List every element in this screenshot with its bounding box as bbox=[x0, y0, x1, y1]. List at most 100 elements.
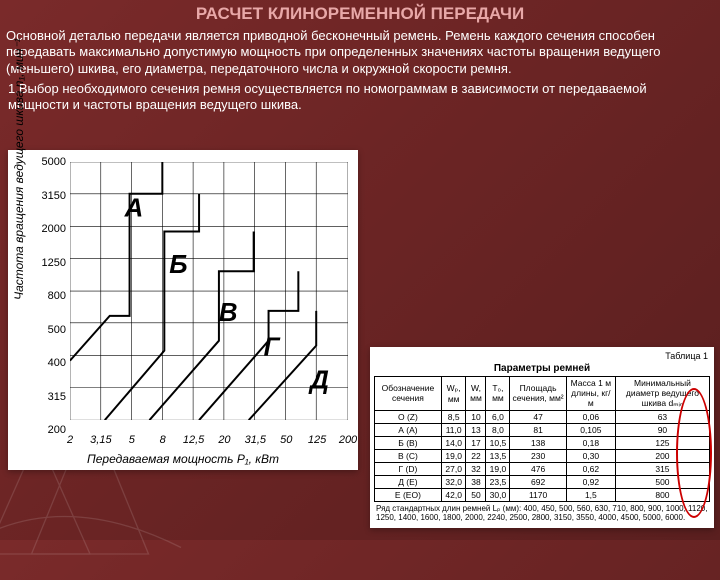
table-cell: 30,0 bbox=[486, 488, 510, 501]
table-header: W, мм bbox=[466, 376, 486, 410]
table-cell: 230 bbox=[510, 449, 566, 462]
table-cell: 200 bbox=[615, 449, 709, 462]
table-cell: 125 bbox=[615, 436, 709, 449]
table-cell: 17 bbox=[466, 436, 486, 449]
xtick: 8 bbox=[160, 434, 166, 446]
table-header: Wₚ, мм bbox=[441, 376, 466, 410]
xtick: 50 bbox=[280, 434, 292, 446]
table-cell: 19,0 bbox=[441, 449, 466, 462]
table-cell: 315 bbox=[615, 462, 709, 475]
table-cell: 1,5 bbox=[566, 488, 615, 501]
table-cell: 63 bbox=[615, 410, 709, 423]
ytick: 800 bbox=[40, 290, 66, 302]
table-cell: 23,5 bbox=[486, 475, 510, 488]
xtick: 2 bbox=[67, 434, 73, 446]
table-footnote: Ряд стандартных длин ремней Lₚ (мм): 400… bbox=[374, 502, 710, 524]
table-row: А (A)11,0138,0810,10590 bbox=[375, 423, 710, 436]
table-header: Обозначение сечения bbox=[375, 376, 442, 410]
table-cell: 0,92 bbox=[566, 475, 615, 488]
table-cell: 13,5 bbox=[486, 449, 510, 462]
table-header: Масса 1 м длины, кг/м bbox=[566, 376, 615, 410]
table-cell: 8,0 bbox=[486, 423, 510, 436]
xtick: 3,15 bbox=[90, 434, 111, 446]
table-cell: 500 bbox=[615, 475, 709, 488]
paragraph-2: 1.Выбор необходимого сечения ремня осуще… bbox=[0, 77, 720, 114]
ytick: 315 bbox=[40, 391, 66, 403]
table-cell: 10,5 bbox=[486, 436, 510, 449]
table-cell: 81 bbox=[510, 423, 566, 436]
paragraph-1: Основной деталью передачи является приво… bbox=[0, 24, 720, 77]
table-header: T₀, мм bbox=[486, 376, 510, 410]
ytick: 3150 bbox=[40, 190, 66, 202]
table-header: Площадь сечения, мм² bbox=[510, 376, 566, 410]
ytick: 500 bbox=[40, 324, 66, 336]
table-cell: В (C) bbox=[375, 449, 442, 462]
table-cell: Б (B) bbox=[375, 436, 442, 449]
xtick: 125 bbox=[308, 434, 326, 446]
table-title: Параметры ремней bbox=[374, 363, 710, 376]
xtick: 31,5 bbox=[245, 434, 266, 446]
region-label-v: В bbox=[219, 299, 238, 327]
table-cell: 8,5 bbox=[441, 410, 466, 423]
xtick: 20 bbox=[218, 434, 230, 446]
table-cell: 0,62 bbox=[566, 462, 615, 475]
region-label-b: Б bbox=[169, 251, 187, 279]
xtick: 12,5 bbox=[183, 434, 204, 446]
table-cell: 42,0 bbox=[441, 488, 466, 501]
table-row: Е (EO)42,05030,011701,5800 bbox=[375, 488, 710, 501]
table-cell: 32,0 bbox=[441, 475, 466, 488]
table-header: Минимальный диаметр ведущего шкива dₘᵢₙ bbox=[615, 376, 709, 410]
xtick: 5 bbox=[129, 434, 135, 446]
slide-title: РАСЧЕТ КЛИНОРЕМЕННОЙ ПЕРЕДАЧИ bbox=[0, 0, 720, 24]
ytick: 400 bbox=[40, 357, 66, 369]
ytick: 5000 bbox=[40, 156, 66, 168]
table-cell: 27,0 bbox=[441, 462, 466, 475]
table-cell: 0,30 bbox=[566, 449, 615, 462]
table-cell: 11,0 bbox=[441, 423, 466, 436]
region-label-d: Д bbox=[308, 366, 329, 394]
table-row: В (C)19,02213,52300,30200 bbox=[375, 449, 710, 462]
table-cell: 19,0 bbox=[486, 462, 510, 475]
table-row: Б (B)14,01710,51380,18125 bbox=[375, 436, 710, 449]
xtick: 200 bbox=[339, 434, 357, 446]
table-cell: 38 bbox=[466, 475, 486, 488]
nomogram-chart: Частота вращения ведущего шкива n₁, мин⁻… bbox=[8, 150, 358, 470]
table-cell: Е (EO) bbox=[375, 488, 442, 501]
table-row: Г (D)27,03219,04760,62315 bbox=[375, 462, 710, 475]
table-cell: 90 bbox=[615, 423, 709, 436]
table-cell: Д (E) bbox=[375, 475, 442, 488]
table-cell: 47 bbox=[510, 410, 566, 423]
chart-xlabel: Передаваемая мощность P₁, кВт bbox=[8, 452, 358, 466]
table-tag: Таблица 1 bbox=[374, 351, 710, 363]
table-cell: 0,06 bbox=[566, 410, 615, 423]
table-cell: А (A) bbox=[375, 423, 442, 436]
table-cell: 0,105 bbox=[566, 423, 615, 436]
ytick: 1250 bbox=[40, 257, 66, 269]
table-cell: 692 bbox=[510, 475, 566, 488]
region-label-a: А bbox=[124, 195, 144, 223]
table-cell: 22 bbox=[466, 449, 486, 462]
table-cell: 32 bbox=[466, 462, 486, 475]
figures-area: Частота вращения ведущего шкива n₁, мин⁻… bbox=[0, 150, 720, 540]
table-cell: 138 bbox=[510, 436, 566, 449]
table-cell: 1170 bbox=[510, 488, 566, 501]
table-row: Д (E)32,03823,56920,92500 bbox=[375, 475, 710, 488]
table-cell: 6,0 bbox=[486, 410, 510, 423]
table-cell: 14,0 bbox=[441, 436, 466, 449]
region-label-g: Г bbox=[264, 334, 281, 362]
belt-params-table: Обозначение сеченияWₚ, ммW, ммT₀, ммПлощ… bbox=[374, 376, 710, 502]
table-cell: 476 bbox=[510, 462, 566, 475]
table-cell: 0,18 bbox=[566, 436, 615, 449]
chart-ylabel: Частота вращения ведущего шкива n₁, мин⁻… bbox=[12, 38, 26, 300]
table-cell: 800 bbox=[615, 488, 709, 501]
chart-plot: А Б В Г Д bbox=[70, 162, 348, 420]
ytick: 2000 bbox=[40, 223, 66, 235]
table-cell: Г (D) bbox=[375, 462, 442, 475]
belt-params-table-panel: Таблица 1 Параметры ремней Обозначение с… bbox=[370, 347, 714, 528]
table-cell: 13 bbox=[466, 423, 486, 436]
table-row: О (Z)8,5106,0470,0663 bbox=[375, 410, 710, 423]
ytick: 200 bbox=[40, 424, 66, 436]
table-cell: 10 bbox=[466, 410, 486, 423]
table-cell: О (Z) bbox=[375, 410, 442, 423]
table-cell: 50 bbox=[466, 488, 486, 501]
